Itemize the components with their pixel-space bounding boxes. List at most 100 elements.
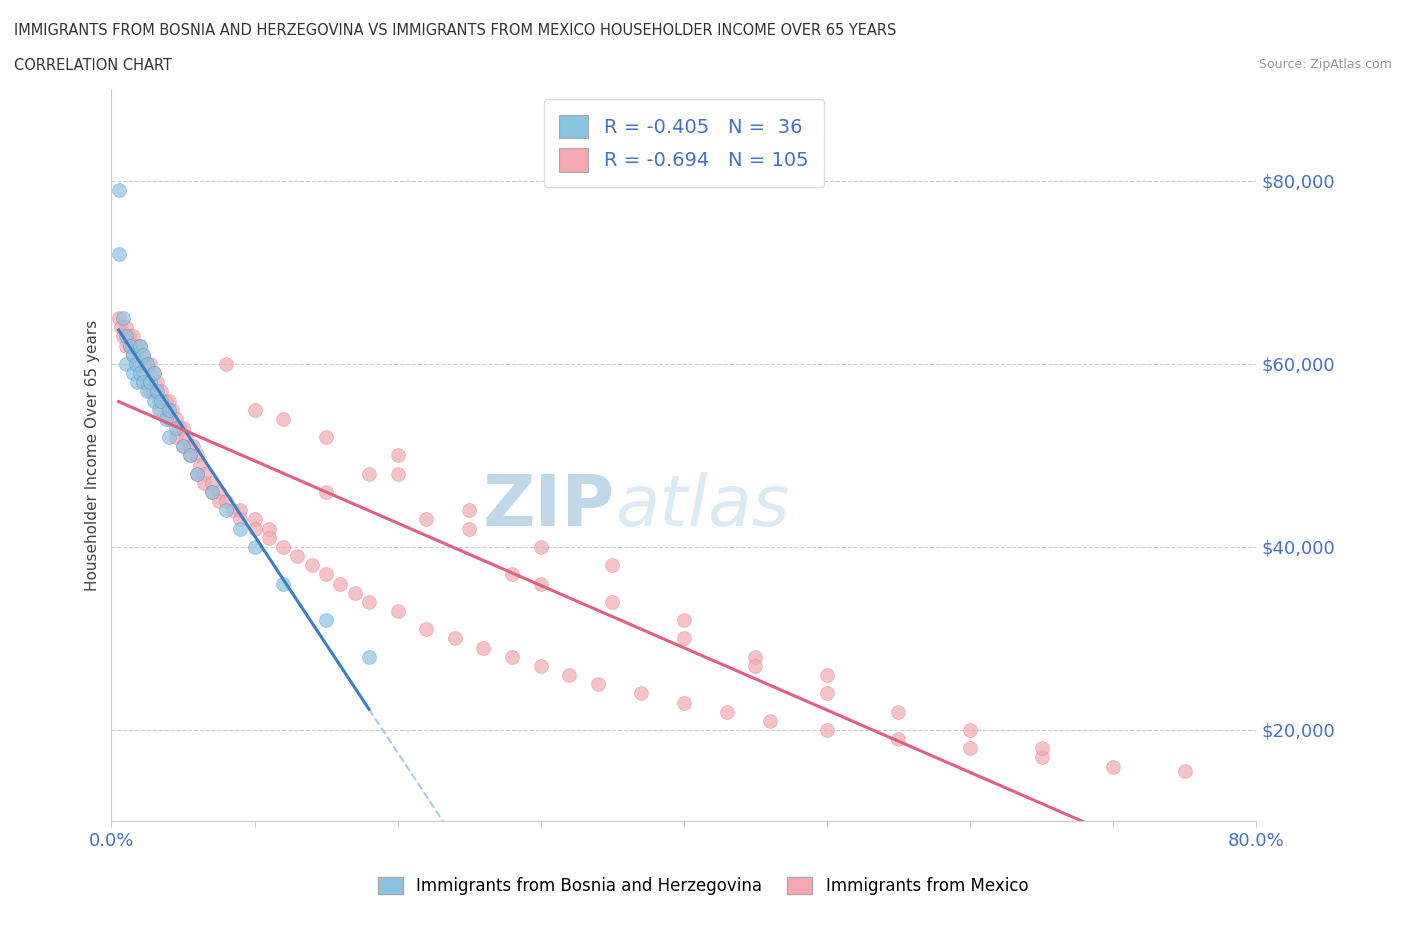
- Point: [208, 494, 231, 509]
- Point: [155, 411, 177, 426]
- Point: [172, 420, 194, 435]
- Point: [357, 466, 380, 481]
- Point: [118, 339, 141, 353]
- Point: [357, 594, 380, 609]
- Point: [815, 668, 838, 683]
- Point: [243, 512, 266, 527]
- Point: [472, 640, 495, 655]
- Point: [174, 430, 197, 445]
- Point: [815, 686, 838, 701]
- Point: [501, 567, 523, 582]
- Point: [143, 365, 166, 380]
- Point: [315, 485, 337, 499]
- Point: [132, 375, 155, 390]
- Point: [157, 430, 180, 445]
- Point: [200, 485, 222, 499]
- Point: [165, 411, 187, 426]
- Point: [150, 384, 173, 399]
- Point: [271, 411, 294, 426]
- Point: [186, 466, 208, 481]
- Point: [329, 576, 352, 591]
- Point: [458, 521, 481, 536]
- Point: [193, 475, 215, 490]
- Point: [744, 649, 766, 664]
- Point: [139, 384, 162, 399]
- Point: [271, 576, 294, 591]
- Point: [118, 339, 141, 353]
- Point: [122, 347, 145, 362]
- Point: [111, 311, 134, 325]
- Point: [157, 403, 180, 418]
- Point: [132, 347, 155, 362]
- Point: [600, 594, 623, 609]
- Point: [815, 723, 838, 737]
- Point: [301, 558, 323, 573]
- Point: [1031, 750, 1053, 764]
- Text: atlas: atlas: [614, 472, 790, 541]
- Text: Source: ZipAtlas.com: Source: ZipAtlas.com: [1258, 58, 1392, 71]
- Point: [132, 365, 155, 380]
- Point: [600, 558, 623, 573]
- Point: [188, 458, 211, 472]
- Point: [148, 403, 170, 418]
- Point: [744, 658, 766, 673]
- Point: [114, 320, 136, 335]
- Point: [200, 475, 222, 490]
- Point: [501, 649, 523, 664]
- Point: [146, 375, 169, 390]
- Point: [758, 713, 780, 728]
- Legend: R = -0.405   N =  36, R = -0.694   N = 105: R = -0.405 N = 36, R = -0.694 N = 105: [544, 100, 824, 188]
- Point: [208, 485, 231, 499]
- Point: [229, 512, 252, 527]
- Point: [1031, 741, 1053, 756]
- Point: [530, 576, 553, 591]
- Point: [586, 677, 609, 692]
- Point: [193, 466, 215, 481]
- Point: [155, 393, 177, 408]
- Point: [127, 356, 149, 371]
- Point: [136, 384, 159, 399]
- Point: [136, 356, 159, 371]
- Point: [181, 439, 204, 454]
- Point: [172, 439, 194, 454]
- Point: [672, 631, 695, 646]
- Point: [357, 649, 380, 664]
- Point: [186, 466, 208, 481]
- Point: [315, 430, 337, 445]
- Point: [630, 686, 652, 701]
- Point: [114, 339, 136, 353]
- Point: [179, 448, 201, 463]
- Point: [148, 393, 170, 408]
- Point: [107, 311, 129, 325]
- Point: [271, 539, 294, 554]
- Point: [179, 448, 201, 463]
- Point: [186, 448, 208, 463]
- Point: [165, 420, 187, 435]
- Point: [114, 356, 136, 371]
- Point: [143, 384, 166, 399]
- Point: [114, 329, 136, 344]
- Point: [165, 430, 187, 445]
- Point: [146, 384, 169, 399]
- Point: [172, 439, 194, 454]
- Point: [343, 585, 366, 600]
- Point: [415, 622, 437, 637]
- Point: [107, 182, 129, 197]
- Point: [167, 420, 190, 435]
- Point: [672, 613, 695, 628]
- Point: [122, 347, 145, 362]
- Point: [143, 365, 166, 380]
- Point: [443, 631, 465, 646]
- Point: [122, 329, 145, 344]
- Point: [215, 503, 238, 518]
- Point: [887, 704, 910, 719]
- Point: [257, 530, 280, 545]
- Point: [887, 732, 910, 747]
- Text: CORRELATION CHART: CORRELATION CHART: [14, 58, 172, 73]
- Legend: Immigrants from Bosnia and Herzegovina, Immigrants from Mexico: Immigrants from Bosnia and Herzegovina, …: [370, 869, 1036, 903]
- Point: [387, 604, 409, 618]
- Point: [229, 503, 252, 518]
- Point: [415, 512, 437, 527]
- Point: [157, 411, 180, 426]
- Point: [243, 521, 266, 536]
